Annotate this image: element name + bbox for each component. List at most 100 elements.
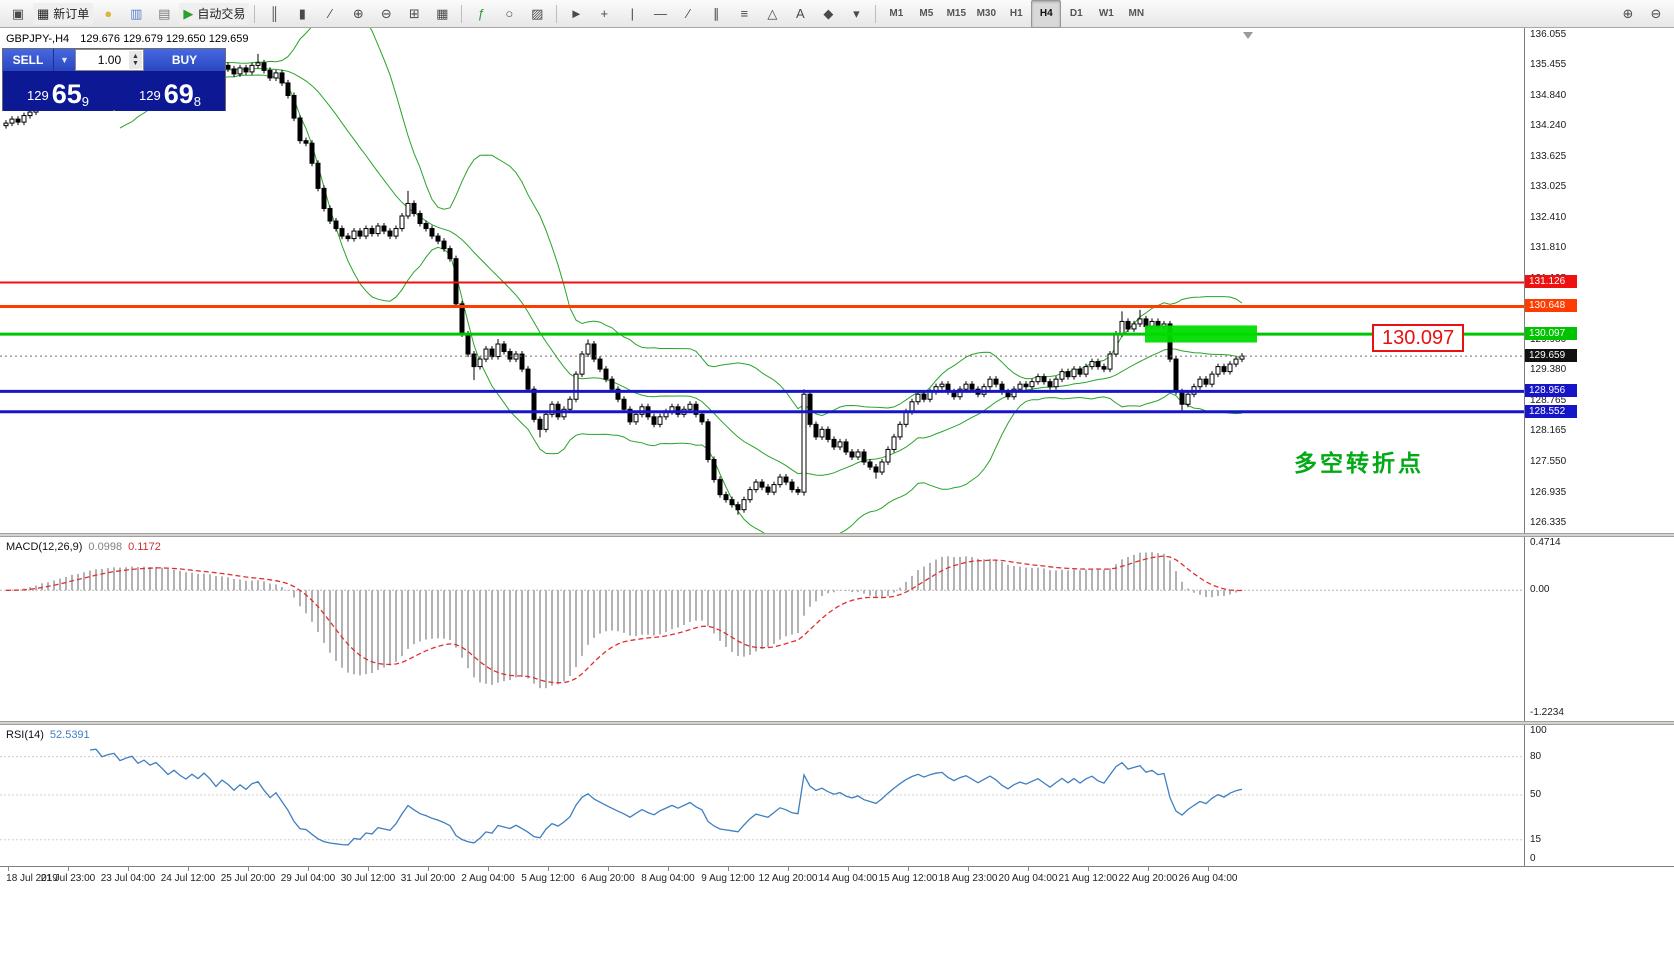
- magnifier-plus-icon[interactable]: ⊕: [1622, 5, 1634, 21]
- buy-price[interactable]: 129 69 8: [115, 72, 225, 111]
- macd-panel: MACD(12,26,9) 0.0998 0.1172 0.4714 0.00 -1.2…: [0, 537, 1674, 721]
- price-axis-label: 134.240: [1530, 120, 1567, 132]
- volume-spinner[interactable]: ▲ ▼: [128, 51, 142, 69]
- macd-axis-label: 0.4714: [1530, 537, 1561, 548]
- rsi-axis[interactable]: 100 80 50 15 0: [1524, 725, 1674, 866]
- timeframe-H1[interactable]: H1: [1009, 8, 1023, 19]
- zoom-out-icon[interactable]: ⊖: [380, 5, 392, 21]
- timeframe-D1[interactable]: D1: [1069, 8, 1083, 19]
- rsi-axis-label: 100: [1530, 725, 1547, 736]
- price-axis-label: 136.055: [1530, 29, 1567, 40]
- current-price-tag: 129.659: [1525, 349, 1577, 363]
- autotrading-label: 自动交易: [197, 7, 246, 21]
- time-tick: [68, 867, 69, 871]
- rsi-surface[interactable]: [0, 725, 1524, 866]
- price-axis-label: 133.025: [1530, 181, 1567, 193]
- toolbar-separator: [461, 4, 463, 23]
- magnifier-minus-icon[interactable]: ⊖: [1650, 5, 1662, 21]
- vertical-line-icon[interactable]: |: [630, 5, 635, 21]
- volume-value: 1.00: [97, 53, 122, 67]
- price-axis-label: 135.455: [1530, 59, 1567, 71]
- sell-price[interactable]: 129 65 9: [3, 72, 113, 111]
- market-watch-icon[interactable]: ▥: [130, 5, 143, 21]
- line-chart-icon[interactable]: ∕: [329, 5, 332, 21]
- time-tick: [1148, 867, 1149, 871]
- symbol-info: GBPJPY-,H4 129.676 129.679 129.650 129.6…: [6, 33, 248, 45]
- indicators-icon[interactable]: ƒ: [477, 5, 485, 21]
- timeframe-M15[interactable]: M15: [946, 8, 967, 19]
- timeframe-M5[interactable]: M5: [919, 8, 934, 19]
- time-axis-label: 21 Jul 23:00: [40, 873, 96, 884]
- bar-chart-icon[interactable]: ║: [269, 5, 279, 21]
- timeframe-W1[interactable]: W1: [1098, 8, 1114, 19]
- price-line-tag: 130.648: [1525, 299, 1577, 313]
- timeframe-M1[interactable]: M1: [889, 8, 904, 19]
- alert-icon[interactable]: ●: [104, 5, 113, 21]
- panel-splitter[interactable]: [0, 721, 1674, 725]
- volume-down-icon[interactable]: ▼: [132, 60, 139, 67]
- channel-icon[interactable]: ∥: [713, 5, 720, 21]
- fibonacci-icon[interactable]: ≡: [740, 5, 749, 21]
- rsi-value: 52.5391: [49, 729, 90, 741]
- sell-dropdown-icon[interactable]: ▼: [53, 49, 75, 71]
- sell-button[interactable]: SELL: [3, 49, 53, 71]
- time-axis[interactable]: 18 Jul 2019 21 Jul 23:00 23 Jul 04:00 24 Ju…: [0, 866, 1674, 892]
- time-tick: [368, 867, 369, 871]
- price-axis[interactable]: 136.055 135.455 134.840 134.240 133.625 133.0…: [1524, 28, 1674, 533]
- time-tick: [1028, 867, 1029, 871]
- time-axis-label: 24 Jul 12:00: [160, 873, 216, 884]
- autotrading-button[interactable]: ▶ 自动交易: [179, 2, 250, 25]
- panel-splitter[interactable]: [0, 533, 1674, 537]
- time-tick: [488, 867, 489, 871]
- macd-axis[interactable]: 0.4714 0.00 -1.2234: [1524, 537, 1674, 721]
- crosshair-icon[interactable]: +: [600, 5, 609, 21]
- arrow-tool-icon[interactable]: ◆: [823, 5, 834, 21]
- time-tick: [668, 867, 669, 871]
- candlestick-chart-icon[interactable]: ▮: [298, 5, 306, 21]
- buy-price-big: 69: [163, 79, 194, 109]
- price-line-tag: 131.126: [1525, 275, 1577, 289]
- zoom-in-icon[interactable]: ⊕: [352, 5, 364, 21]
- timeframe-M30[interactable]: M30: [976, 8, 997, 19]
- buy-price-sup: 8: [193, 94, 201, 109]
- time-axis-label: 31 Jul 20:00: [400, 873, 456, 884]
- price-axis-label: 132.410: [1530, 212, 1567, 223]
- text-icon[interactable]: A: [795, 5, 805, 21]
- rsi-axis-label: 15: [1530, 833, 1542, 845]
- autotrading-play-icon: ▶: [183, 5, 194, 21]
- price-callout[interactable]: 130.097: [1372, 324, 1465, 352]
- chart-annotation[interactable]: 多空转折点: [1294, 450, 1424, 476]
- rsi-label: RSI(14) 52.5391: [6, 729, 90, 741]
- templates-icon[interactable]: ▨: [531, 5, 544, 21]
- volume-input[interactable]: 1.00 ▲ ▼: [74, 49, 144, 71]
- new-order-icon: ▦: [37, 5, 50, 21]
- price-axis-label: 126.335: [1530, 517, 1567, 528]
- new-order-button[interactable]: ▦ 新订单: [33, 2, 94, 25]
- time-axis-label: 23 Jul 04:00: [100, 873, 156, 884]
- time-axis-label: 29 Jul 04:00: [280, 873, 336, 884]
- time-tick: [308, 867, 309, 871]
- horizontal-line-icon[interactable]: —: [653, 5, 667, 21]
- timeframe-H4[interactable]: H4: [1031, 0, 1062, 28]
- trendline-icon[interactable]: ∕: [687, 5, 690, 21]
- time-tick: [848, 867, 849, 871]
- time-tick: [1208, 867, 1209, 871]
- shapes-icon[interactable]: △: [767, 5, 778, 21]
- tools-dropdown-icon[interactable]: ▾: [853, 5, 860, 21]
- time-tick: [8, 867, 9, 871]
- timeframe-MN[interactable]: MN: [1128, 8, 1145, 19]
- buy-button[interactable]: BUY: [143, 49, 225, 71]
- rsi-axis-label: 80: [1530, 750, 1542, 762]
- macd-surface[interactable]: [0, 537, 1524, 721]
- periods-icon[interactable]: ○: [505, 5, 514, 21]
- price-line-tag: 128.956: [1525, 384, 1577, 398]
- new-chart-icon[interactable]: ▣: [11, 5, 25, 21]
- toolbar-separator: [875, 4, 877, 23]
- tile-windows-icon[interactable]: ▦: [436, 5, 449, 21]
- cursor-icon[interactable]: ►: [569, 5, 583, 21]
- volume-up-icon[interactable]: ▲: [132, 53, 139, 60]
- navigator-icon[interactable]: ▤: [158, 5, 171, 21]
- macd-title: MACD(12,26,9): [6, 541, 83, 553]
- time-axis-label: 21 Aug 12:00: [1058, 873, 1118, 884]
- grid-icon[interactable]: ⊞: [408, 5, 420, 21]
